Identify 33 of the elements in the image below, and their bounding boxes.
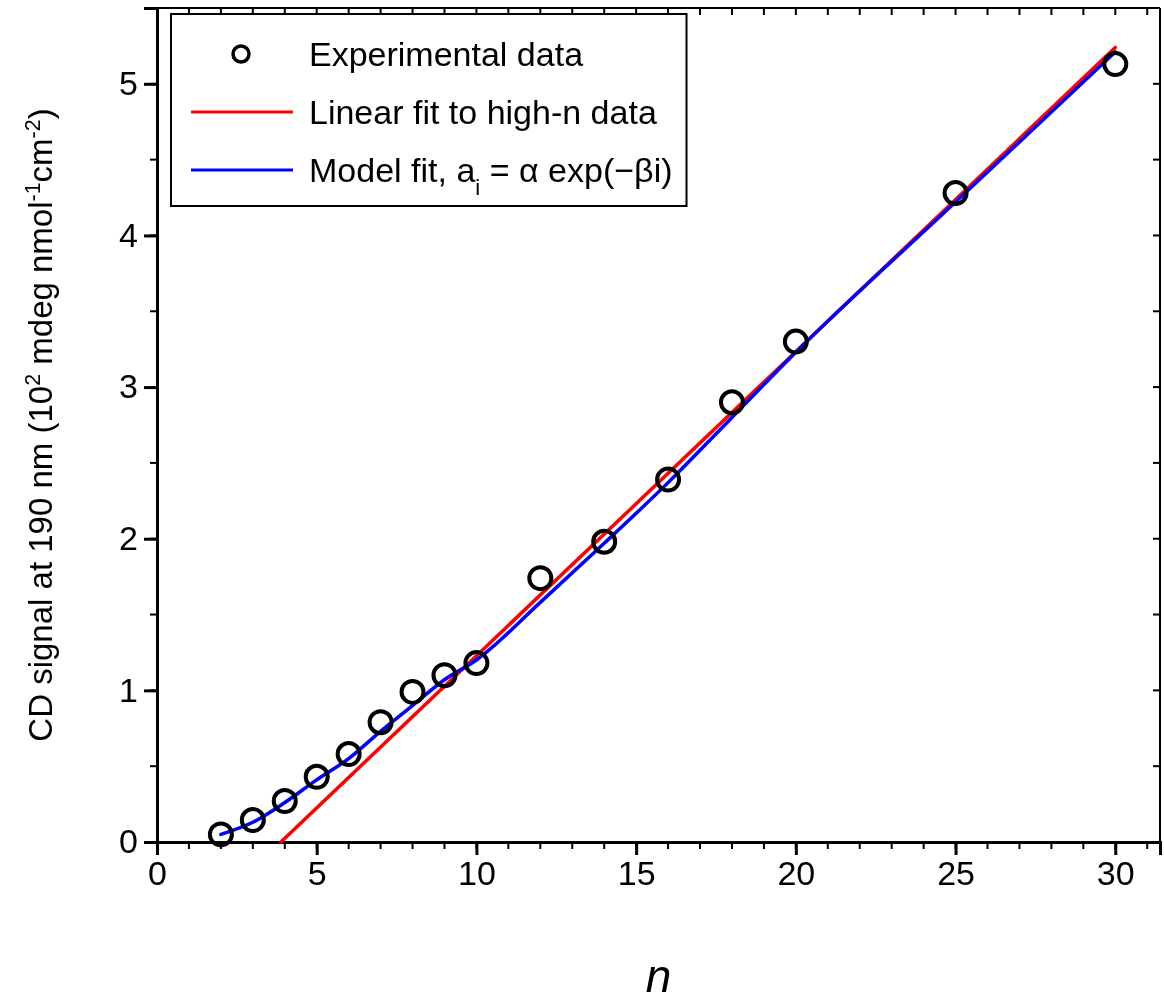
legend-label: Experimental data (309, 35, 584, 73)
x-tick-label: 5 (307, 854, 327, 893)
legend-label: Model fit, a$_{i}$ = α exp(−βi) (309, 151, 673, 200)
x-tick-label: 25 (937, 854, 975, 893)
x-axis-title: n (645, 950, 672, 996)
point (463, 650, 490, 677)
point (239, 807, 266, 833)
point (527, 565, 554, 592)
point (591, 528, 618, 555)
point (207, 821, 234, 848)
y-tick-label: 5 (119, 64, 138, 103)
x-tick-label: 0 (148, 854, 167, 893)
x-tick-label: 15 (617, 854, 656, 893)
x-tick-label: 30 (1096, 854, 1135, 893)
point (367, 709, 394, 736)
point (942, 180, 969, 206)
point (782, 328, 809, 355)
point (335, 741, 362, 768)
x-tick-label: 10 (458, 854, 496, 893)
x-tick-label: 20 (777, 854, 816, 893)
point (399, 678, 426, 705)
point (718, 389, 745, 416)
y-tick-label: 4 (119, 215, 138, 254)
y-tick-label: 3 (119, 367, 138, 406)
y-tick-label: 0 (119, 822, 138, 861)
point (303, 763, 330, 790)
point (431, 662, 458, 689)
y-tick-label: 1 (119, 670, 138, 709)
y-tick-label: 2 (119, 519, 138, 558)
legend-label: Linear fit to high-n data (309, 93, 657, 131)
point (655, 466, 682, 493)
point (271, 788, 298, 815)
point (1102, 51, 1129, 78)
